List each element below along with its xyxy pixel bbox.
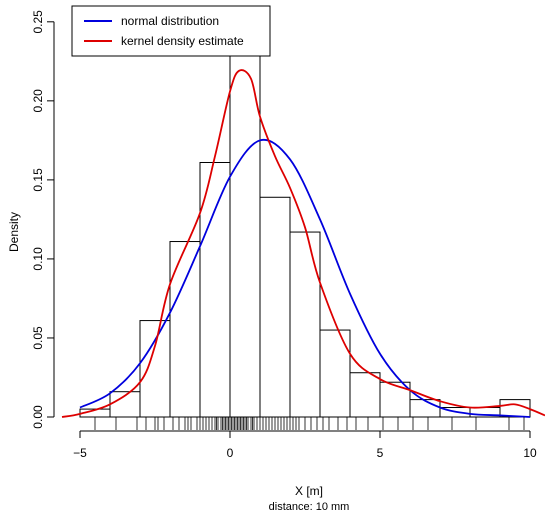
histogram-bar: [409, 399, 441, 418]
axes: [53, 21, 530, 432]
rug-marks: [94, 417, 525, 430]
x-tick-label: 5: [377, 446, 384, 460]
histogram-bar: [379, 381, 411, 418]
x-axis-ticks: −5 0 5 10: [73, 431, 537, 460]
histogram-bar: [349, 372, 381, 418]
y-tick-label: 0.05: [31, 326, 45, 350]
x-tick-label: 0: [227, 446, 234, 460]
y-tick-label: 0.15: [31, 168, 45, 192]
legend-box: [71, 5, 271, 57]
histogram-bar: [229, 19, 261, 418]
histogram-bar: [259, 196, 291, 418]
legend: normal distribution kernel density estim…: [71, 5, 271, 57]
histogram-bar: [139, 320, 171, 418]
y-tick-label: 0.25: [31, 10, 45, 34]
histogram-bar: [169, 241, 201, 418]
density-curves: [61, 69, 545, 418]
x-axis-sublabel: distance: 10 mm: [269, 501, 350, 513]
histogram-bar: [319, 329, 351, 418]
y-tick-label: 0.20: [31, 89, 45, 113]
y-axis-ticks: 0.00 0.05 0.10 0.15 0.20 0.25: [31, 10, 54, 429]
y-tick-label: 0.10: [31, 247, 45, 271]
y-tick-label: 0.00: [31, 405, 45, 429]
x-axis-label: X [m]: [295, 484, 323, 498]
x-tick-label: 10: [523, 446, 537, 460]
histogram-bar: [289, 231, 321, 418]
normal-distribution-line: [79, 138, 531, 418]
y-axis-label: Density: [7, 212, 21, 252]
legend-label-kde: kernel density estimate: [121, 34, 244, 48]
legend-label-normal: normal distribution: [121, 14, 219, 28]
kernel-density-line: [61, 69, 545, 418]
x-tick-label: −5: [73, 446, 87, 460]
histogram-bars: [79, 19, 531, 418]
